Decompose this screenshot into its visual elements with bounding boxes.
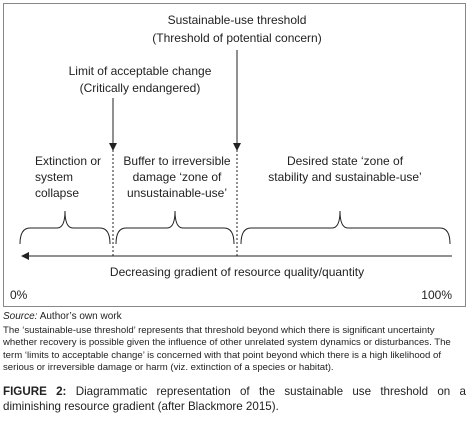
source: Source: Author’s own work — [3, 311, 466, 322]
source-text: Author’s own work — [39, 311, 122, 322]
axis-start: 0% — [10, 288, 28, 302]
zone-text: stability and sustainable-use’ — [268, 170, 421, 184]
caption-label: FIGURE 2: — [3, 385, 67, 398]
threshold-label: Limit of acceptable change — [69, 64, 212, 78]
caption-text: Diagrammatic representation of the susta… — [3, 385, 466, 413]
zone-text: collapse — [35, 186, 79, 200]
threshold-sublabel: (Threshold of potential concern) — [152, 31, 321, 45]
zone-text: Extinction or — [35, 154, 101, 168]
zone-text: system — [35, 170, 73, 184]
axis-end: 100% — [421, 288, 452, 302]
zone-text: unsustainable-use’ — [127, 186, 227, 200]
threshold-sublabel: (Critically endangered) — [80, 81, 201, 95]
source-label: Source: — [3, 311, 38, 322]
brace — [240, 210, 451, 245]
diagram: Sustainable-use threshold (Threshold of … — [3, 3, 466, 307]
zone-text: Buffer to irreversible — [123, 154, 230, 168]
threshold-label: Sustainable-use threshold — [168, 13, 307, 27]
brace — [19, 210, 111, 245]
zone-text: Desired state ‘zone of — [287, 154, 404, 168]
brace — [115, 210, 235, 245]
caption: FIGURE 2: Diagrammatic representation of… — [3, 384, 466, 414]
zone-text: damage ‘zone of — [133, 170, 222, 184]
note: The ‘sustainable-use threshold’ represen… — [3, 325, 451, 373]
axis-label: Decreasing gradient of resource quality/… — [110, 265, 364, 279]
frame — [3, 3, 466, 307]
